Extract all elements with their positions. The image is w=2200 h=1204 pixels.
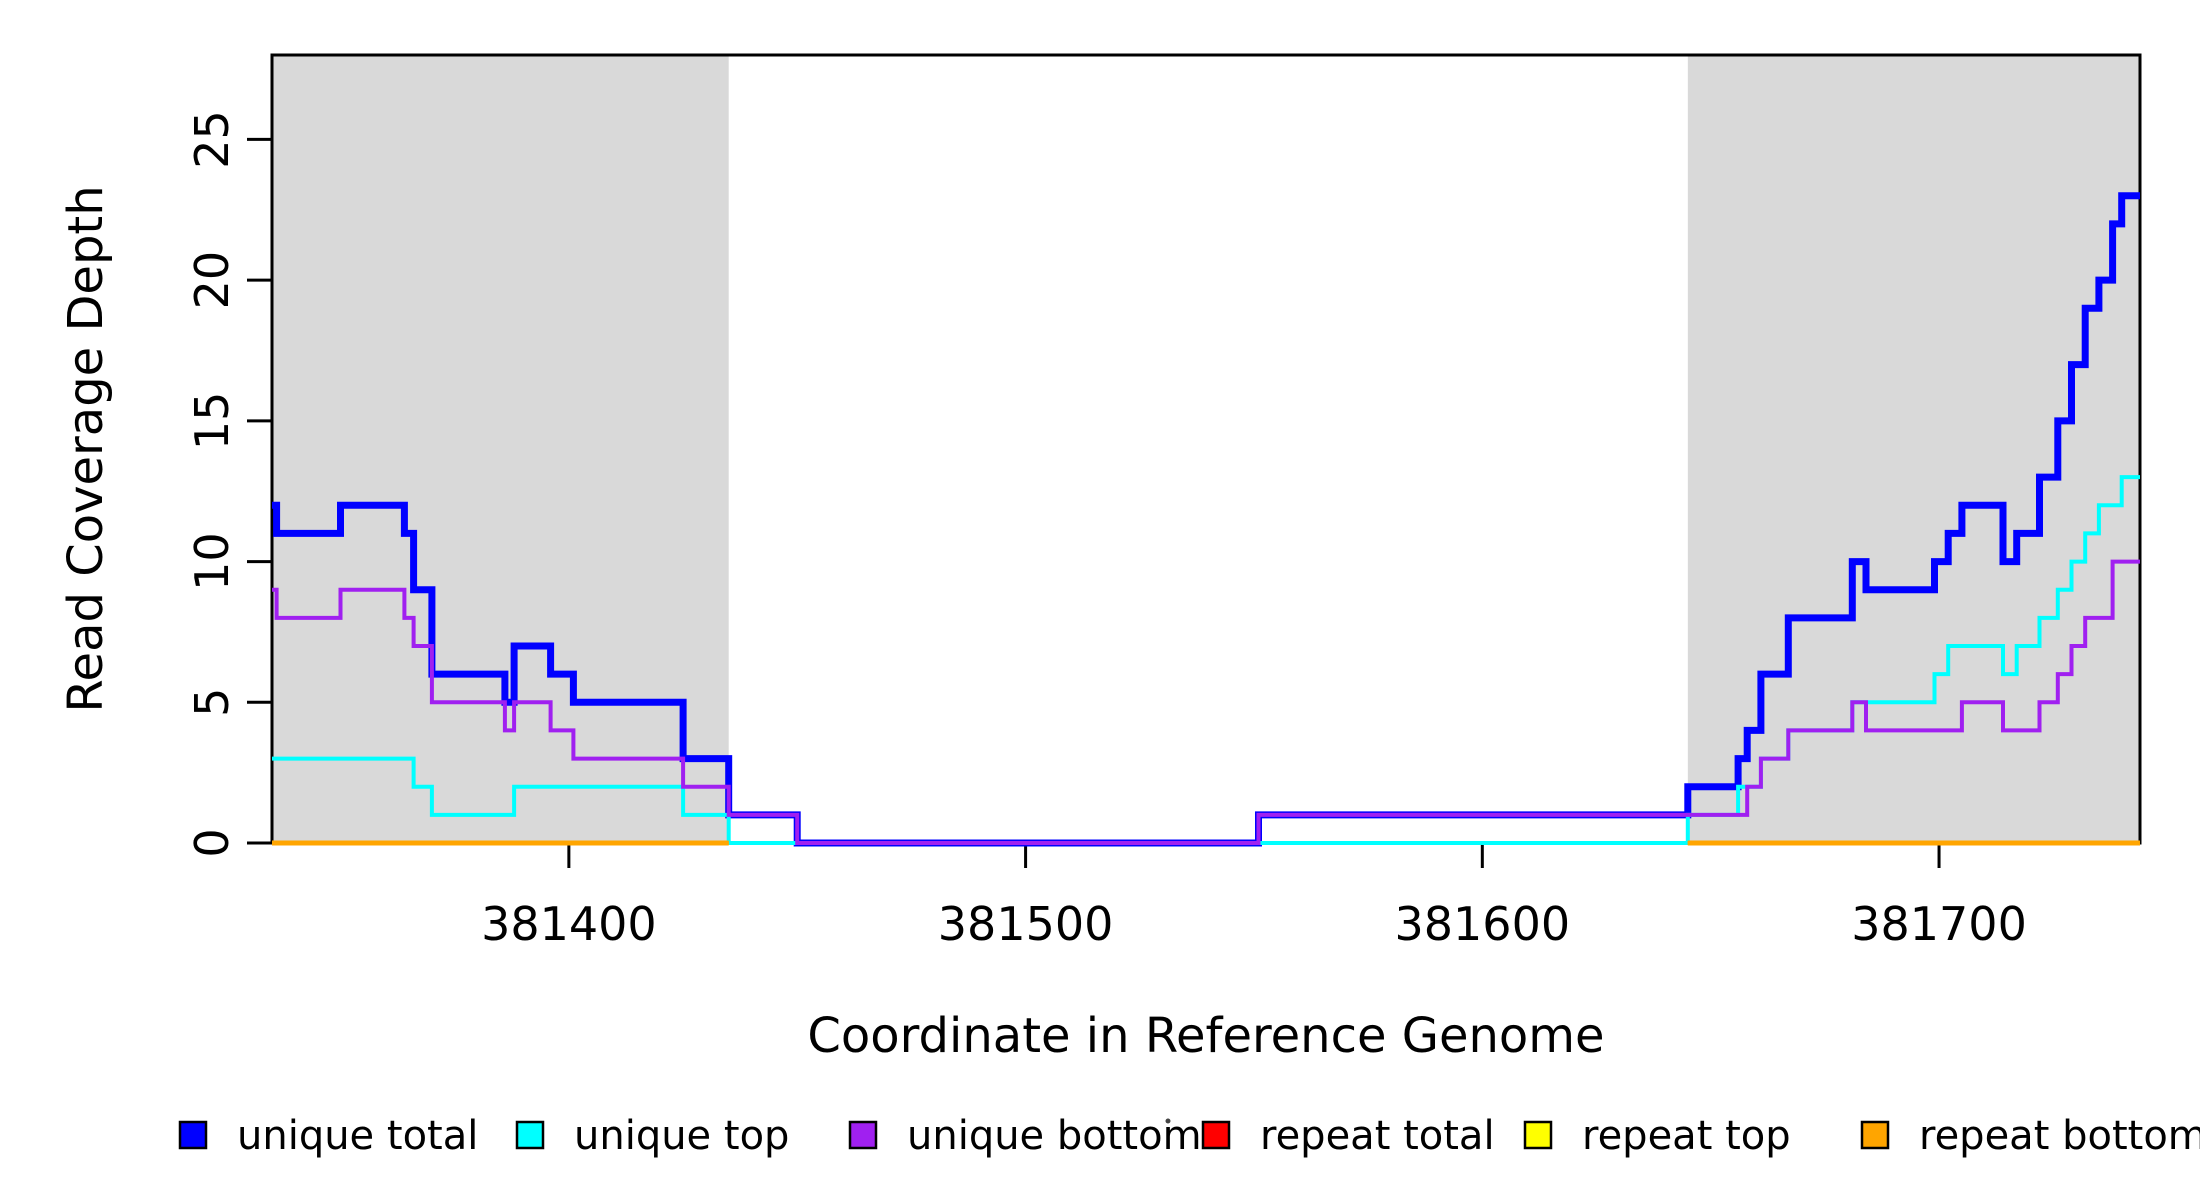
legend-item-unique-bottom: unique bottom: [848, 1113, 1202, 1159]
series-layer: [272, 192, 2140, 847]
shaded-regions-layer: [272, 55, 2140, 843]
legend-swatch-repeat-top: [1523, 1120, 1553, 1150]
x-tick-label-381400: 381400: [481, 897, 657, 951]
x-axis: 381400 381500 381600 381700: [481, 843, 2027, 951]
legend-item-unique-top: unique top: [515, 1113, 789, 1159]
legend-swatch-unique-bottom: [848, 1120, 878, 1150]
legend-label-repeat-top: repeat top: [1582, 1113, 1791, 1159]
legend: unique total unique top unique bottom repea…: [178, 1113, 2200, 1159]
y-tick-label-20: 20: [185, 251, 239, 310]
legend-label-repeat-bottom: repeat bottom: [1919, 1113, 2200, 1159]
legend-item-repeat-total: repeat total: [1201, 1113, 1495, 1159]
stray-dot: [1165, 1118, 1171, 1124]
legend-item-repeat-bottom: repeat bottom: [1860, 1113, 2200, 1159]
x-tick-label-381500: 381500: [938, 897, 1114, 951]
y-tick-label-10: 10: [185, 532, 239, 591]
legend-item-unique-total: unique total: [178, 1113, 478, 1159]
y-axis: 0 5 10 15 20 25: [185, 110, 272, 858]
x-tick-label-381700: 381700: [1851, 897, 2027, 951]
legend-label-unique-total: unique total: [237, 1113, 478, 1159]
legend-item-repeat-top: repeat top: [1523, 1113, 1791, 1159]
series-unique-top: [272, 475, 2140, 845]
repeat-region-right: [1687, 55, 2140, 843]
y-tick-label-15: 15: [185, 392, 239, 451]
legend-swatch-repeat-bottom: [1860, 1120, 1890, 1150]
legend-label-repeat-total: repeat total: [1260, 1113, 1495, 1159]
repeat-region-left: [272, 55, 729, 843]
x-axis-label: Coordinate in Reference Genome: [807, 1008, 1604, 1064]
y-tick-label-0: 0: [185, 828, 239, 857]
x-tick-label-381600: 381600: [1395, 897, 1571, 951]
legend-label-unique-top: unique top: [574, 1113, 789, 1159]
y-tick-label-25: 25: [185, 110, 239, 169]
legend-swatch-unique-total: [178, 1120, 208, 1150]
legend-swatch-unique-top: [515, 1120, 545, 1150]
y-axis-label: Read Coverage Depth: [58, 185, 114, 712]
series-unique-bottom: [272, 559, 2140, 845]
series-unique-total: [272, 192, 2140, 847]
y-tick-label-5: 5: [185, 688, 239, 717]
legend-swatch-repeat-total: [1201, 1120, 1231, 1150]
legend-label-unique-bottom: unique bottom: [907, 1113, 1202, 1159]
